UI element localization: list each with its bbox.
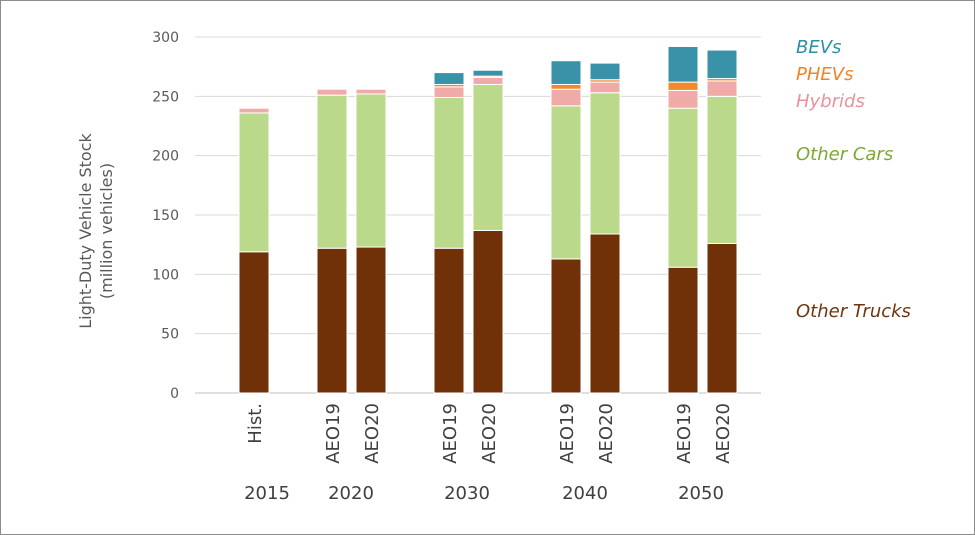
bar-segment-other-trucks	[706, 242, 738, 394]
y-axis-label-line-2: (million vehicles)	[97, 162, 116, 300]
y-tick-label: 0	[170, 386, 179, 402]
y-axis-tick-labels: 0 50 100 150 200 250 300	[152, 30, 179, 402]
bar-segment-phevs	[550, 83, 582, 90]
legend-entry-other-cars: Other Cars	[796, 144, 894, 165]
legend-entry-phevs: PHEVs	[796, 64, 854, 85]
bar-segment-bevs	[433, 72, 465, 85]
bar-segment-other-cars	[550, 105, 582, 260]
bar-stacks	[238, 45, 738, 394]
bar-segment-bevs	[472, 69, 504, 77]
bar-segment-hybrids	[550, 88, 582, 107]
x-group-label-year: 2015	[244, 483, 290, 504]
bar-segment-other-trucks	[355, 246, 387, 394]
bar-segment-other-cars	[433, 97, 465, 249]
bar-segment-other-trucks	[589, 233, 621, 394]
bar-segment-hybrids	[316, 88, 348, 96]
bar-segment-other-cars	[667, 107, 699, 268]
x-tick-label: AEO19	[323, 403, 344, 464]
legend-entry-bevs: BEVs	[796, 37, 842, 58]
y-axis-label-line-1: Light-Duty Vehicle Stock	[76, 133, 95, 329]
bar-segment-other-trucks	[238, 251, 270, 394]
legend-entry-hybrids: Hybrids	[796, 91, 865, 112]
y-tick-label: 250	[152, 89, 179, 105]
bar-segment-hybrids	[472, 76, 504, 85]
bar-segment-other-trucks	[433, 247, 465, 394]
x-group-label-year: 2030	[444, 483, 490, 504]
x-tick-label: AEO20	[479, 403, 500, 464]
x-group-label-year: 2040	[562, 483, 608, 504]
y-tick-label: 100	[152, 267, 179, 283]
bar-segment-hybrids	[238, 107, 270, 114]
x-axis-labels: Hist. AEO19 AEO20 AEO19 AEO20 AEO19 AEO20 AEO19…	[244, 403, 734, 504]
bar-segment-bevs	[667, 45, 699, 83]
x-tick-label: AEO19	[557, 403, 578, 464]
x-tick-label: AEO20	[713, 403, 734, 464]
bar-segment-other-cars	[589, 92, 621, 235]
legend-entry-other-trucks: Other Trucks	[796, 301, 911, 322]
bar-segment-hybrids	[706, 80, 738, 97]
bar-segment-other-cars	[238, 112, 270, 253]
x-tick-label: AEO20	[596, 403, 617, 464]
bar-segment-hybrids	[667, 89, 699, 109]
x-tick-label: AEO19	[440, 403, 461, 464]
bar-segment-other-trucks	[550, 258, 582, 394]
bar-segment-hybrids	[355, 88, 387, 95]
x-tick-label: AEO20	[362, 403, 383, 464]
bar-segment-other-trucks	[316, 247, 348, 394]
y-tick-label: 150	[152, 208, 179, 224]
bar-segment-other-cars	[472, 83, 504, 231]
x-group-label-year: 2020	[328, 483, 374, 504]
bar-segment-bevs	[550, 60, 582, 85]
y-axis-label: Light-Duty Vehicle Stock (million vehicl…	[75, 133, 117, 329]
x-tick-label: Hist.	[245, 403, 266, 444]
bar-segment-other-cars	[706, 95, 738, 244]
bar-segment-other-trucks	[472, 229, 504, 394]
y-tick-label: 300	[152, 30, 179, 46]
bar-segment-other-trucks	[667, 266, 699, 394]
y-tick-label: 50	[161, 327, 179, 343]
bar-segment-bevs	[706, 49, 738, 80]
bar-segment-other-cars	[355, 93, 387, 248]
bar-segment-bevs	[589, 62, 621, 81]
bar-segment-hybrids	[589, 81, 621, 94]
bar-segment-other-cars	[316, 94, 348, 249]
bar-segment-phevs	[667, 81, 699, 91]
x-group-label-year: 2050	[678, 483, 724, 504]
bar-segment-hybrids	[433, 86, 465, 99]
y-tick-label: 200	[152, 149, 179, 165]
x-tick-label: AEO19	[674, 403, 695, 464]
